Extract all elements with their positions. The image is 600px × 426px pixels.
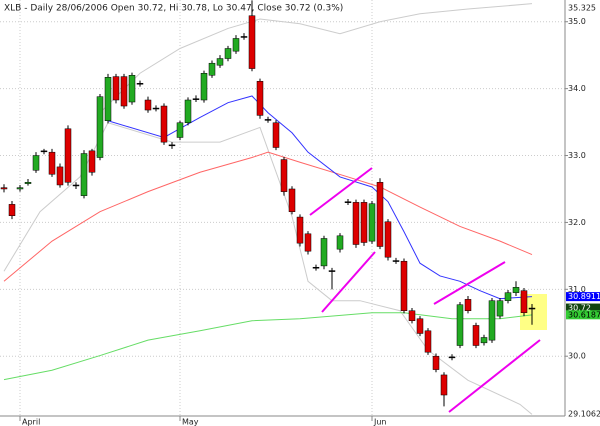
y-tick-label: 35.0 — [568, 17, 586, 26]
candle-body — [296, 216, 304, 244]
candle-body — [120, 76, 128, 107]
candle-body — [496, 300, 504, 317]
candle-body — [240, 36, 248, 38]
candle-body — [472, 325, 480, 346]
candle-body — [208, 62, 216, 76]
candle-body — [96, 96, 104, 158]
candle-body — [256, 81, 264, 116]
candle-body — [320, 238, 328, 267]
x-tick-label: Jun — [373, 418, 387, 426]
candle-body — [152, 107, 160, 110]
chart-title: XLB - Daily 28/06/2006 Open 30.72, Hi 30… — [4, 4, 343, 14]
candle-body — [48, 151, 56, 175]
candle-body — [232, 38, 240, 52]
candle-body — [328, 270, 336, 272]
candle-body — [248, 15, 256, 69]
candle-body — [16, 187, 24, 190]
candle-body — [488, 300, 496, 341]
x-tick-label: April — [22, 418, 40, 426]
candle-body — [128, 75, 136, 103]
candle-body — [480, 337, 488, 344]
candle-body — [384, 221, 392, 258]
candle-body — [112, 76, 120, 101]
trend-line — [433, 261, 506, 305]
candle-body — [64, 128, 72, 183]
price-label-box — [566, 310, 600, 320]
candle-body — [448, 356, 456, 359]
candle-body — [72, 184, 80, 187]
candle-body — [192, 98, 200, 100]
candle-body — [184, 99, 192, 124]
candle-body — [504, 292, 512, 301]
y-tick-label: 30.0 — [568, 352, 586, 361]
candle-body — [312, 266, 320, 269]
candle-body — [344, 201, 352, 203]
candle-body — [528, 307, 536, 310]
price-label: 30.8911 — [568, 292, 600, 301]
candle-body — [104, 77, 112, 121]
trend-line — [448, 339, 541, 413]
candle-body — [360, 202, 368, 243]
candle-body — [32, 155, 40, 171]
candle-body — [136, 83, 144, 85]
candle-body — [144, 99, 152, 111]
candle-body — [0, 187, 8, 190]
candle-body — [24, 182, 32, 184]
y-min-label: 29.1062 — [568, 410, 600, 419]
x-tick-label: May — [182, 418, 199, 426]
trend-line — [321, 251, 376, 313]
candle-body — [168, 144, 176, 147]
price-label: 30.6187 — [568, 310, 600, 319]
candle-body — [424, 330, 432, 353]
y-tick-label: 31.0 — [568, 285, 586, 294]
candle-body — [336, 235, 344, 250]
trend-line — [309, 167, 373, 216]
price-label-box — [566, 303, 600, 313]
y-tick-label: 33.0 — [568, 151, 586, 160]
candle-body — [456, 304, 464, 346]
candle-body — [376, 182, 384, 247]
y-tick-label: 32.0 — [568, 218, 586, 227]
candle-body — [400, 260, 408, 311]
candle-body — [464, 299, 472, 311]
candle-body — [392, 260, 400, 262]
candle-body — [56, 166, 64, 186]
y-tick-label: 34.0 — [568, 84, 586, 93]
candle-body — [88, 150, 96, 173]
candle-body — [40, 150, 48, 153]
candle-body — [216, 58, 224, 66]
candle-body — [416, 318, 424, 334]
price-label: 30.72 — [568, 304, 591, 313]
y-max-label: 35.325 — [568, 4, 596, 13]
candle-body — [440, 374, 448, 396]
candle-body — [408, 310, 416, 322]
candle-body — [368, 203, 376, 242]
candle-body — [8, 204, 16, 216]
candle-body — [200, 72, 208, 101]
indicator-line — [99, 3, 533, 114]
candle-body — [264, 119, 272, 121]
candle-body — [272, 122, 280, 148]
candle-body — [432, 355, 440, 370]
price-label-box — [566, 292, 600, 302]
candle-body — [512, 287, 520, 293]
candle-body — [160, 105, 168, 143]
candle-body — [288, 188, 296, 212]
plot-area — [0, 0, 565, 416]
indicator-line — [107, 95, 533, 300]
candle-body — [224, 48, 232, 59]
candle-body — [352, 202, 360, 245]
candle-body — [520, 290, 528, 313]
candle-body — [176, 122, 184, 138]
candle-body — [304, 233, 312, 252]
candle-body — [280, 159, 288, 192]
indicator-line — [3, 122, 533, 415]
candle-body — [80, 153, 88, 196]
